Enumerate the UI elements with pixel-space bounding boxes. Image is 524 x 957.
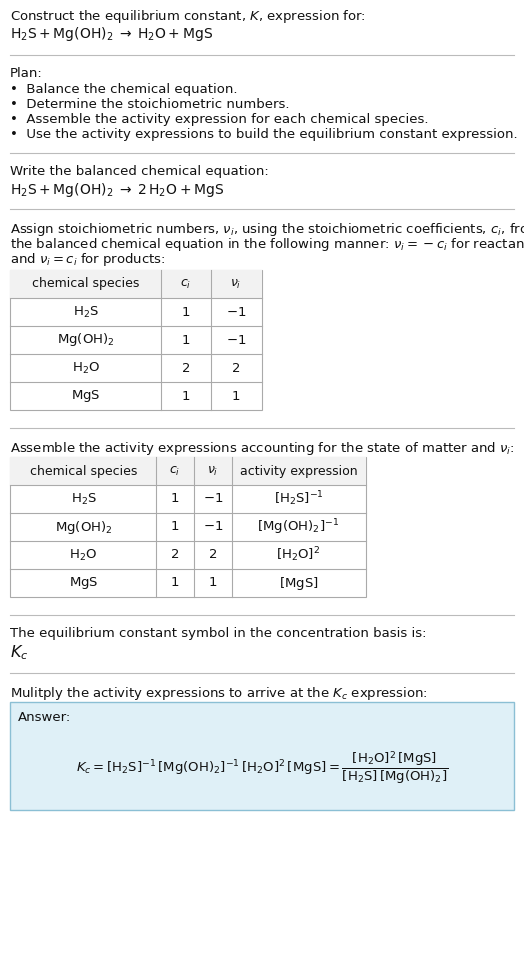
Text: $\mathrm{H_2S}$: $\mathrm{H_2S}$ <box>73 304 99 320</box>
Text: $\mathrm{Mg(OH)_2}$: $\mathrm{Mg(OH)_2}$ <box>54 519 112 536</box>
Text: $\mathrm{H_2S + Mg(OH)_2 \;\rightarrow\; H_2O + MgS}$: $\mathrm{H_2S + Mg(OH)_2 \;\rightarrow\;… <box>10 25 213 43</box>
Text: $\mathrm{MgS}$: $\mathrm{MgS}$ <box>69 575 98 591</box>
Bar <box>10 457 366 485</box>
Text: 1: 1 <box>209 576 217 590</box>
Text: Assign stoichiometric numbers, $\nu_i$, using the stoichiometric coefficients, $: Assign stoichiometric numbers, $\nu_i$, … <box>10 221 524 238</box>
Text: chemical species: chemical species <box>30 464 137 478</box>
Text: $\mathrm{Mg(OH)_2}$: $\mathrm{Mg(OH)_2}$ <box>57 331 115 348</box>
Text: Answer:: Answer: <box>18 711 71 724</box>
Text: $[\mathrm{H_2O}]^{2}$: $[\mathrm{H_2O}]^{2}$ <box>277 545 321 565</box>
Text: Plan:: Plan: <box>10 67 43 80</box>
Text: activity expression: activity expression <box>239 464 357 478</box>
Text: $\mathrm{H_2S}$: $\mathrm{H_2S}$ <box>71 492 96 506</box>
Text: $K_c = [\mathrm{H_2S}]^{-1}\,[\mathrm{Mg(OH)_2}]^{-1}\,[\mathrm{H_2O}]^{2}\,[\ma: $K_c = [\mathrm{H_2S}]^{-1}\,[\mathrm{Mg… <box>76 749 448 787</box>
Text: 2: 2 <box>209 548 217 562</box>
Text: •  Balance the chemical equation.: • Balance the chemical equation. <box>10 83 237 96</box>
Text: the balanced chemical equation in the following manner: $\nu_i = -c_i$ for react: the balanced chemical equation in the fo… <box>10 236 524 253</box>
Text: $[\mathrm{MgS}]$: $[\mathrm{MgS}]$ <box>279 574 318 591</box>
Text: $\mathrm{H_2O}$: $\mathrm{H_2O}$ <box>72 361 100 375</box>
Text: Write the balanced chemical equation:: Write the balanced chemical equation: <box>10 165 269 178</box>
Text: 2: 2 <box>182 362 190 374</box>
Text: The equilibrium constant symbol in the concentration basis is:: The equilibrium constant symbol in the c… <box>10 627 427 640</box>
Text: $c_i$: $c_i$ <box>169 464 181 478</box>
Text: •  Determine the stoichiometric numbers.: • Determine the stoichiometric numbers. <box>10 98 289 111</box>
Text: 1: 1 <box>171 576 179 590</box>
Text: $-1$: $-1$ <box>203 493 223 505</box>
FancyBboxPatch shape <box>10 702 514 810</box>
Text: 1: 1 <box>182 389 190 403</box>
Text: Mulitply the activity expressions to arrive at the $K_c$ expression:: Mulitply the activity expressions to arr… <box>10 685 428 702</box>
Text: $\nu_i$: $\nu_i$ <box>208 464 219 478</box>
Text: •  Assemble the activity expression for each chemical species.: • Assemble the activity expression for e… <box>10 113 429 126</box>
Text: 1: 1 <box>182 333 190 346</box>
Text: $-1$: $-1$ <box>226 305 246 319</box>
Bar <box>10 457 366 597</box>
Text: $-1$: $-1$ <box>226 333 246 346</box>
Text: 1: 1 <box>232 389 240 403</box>
Text: $c_i$: $c_i$ <box>180 278 192 291</box>
Bar <box>10 270 262 298</box>
Text: $\mathrm{H_2S + Mg(OH)_2 \;\rightarrow\; 2\,H_2O + MgS}$: $\mathrm{H_2S + Mg(OH)_2 \;\rightarrow\;… <box>10 181 224 199</box>
Text: 1: 1 <box>171 493 179 505</box>
Text: $K_c$: $K_c$ <box>10 643 28 661</box>
Text: Assemble the activity expressions accounting for the state of matter and $\nu_i$: Assemble the activity expressions accoun… <box>10 440 515 457</box>
Text: $-1$: $-1$ <box>203 521 223 533</box>
Text: $[\mathrm{H_2S}]^{-1}$: $[\mathrm{H_2S}]^{-1}$ <box>274 490 323 508</box>
Text: 1: 1 <box>182 305 190 319</box>
Bar <box>10 270 262 410</box>
Text: Construct the equilibrium constant, $K$, expression for:: Construct the equilibrium constant, $K$,… <box>10 8 366 25</box>
Text: 1: 1 <box>171 521 179 533</box>
Text: $[\mathrm{Mg(OH)_2}]^{-1}$: $[\mathrm{Mg(OH)_2}]^{-1}$ <box>257 517 340 537</box>
Text: and $\nu_i = c_i$ for products:: and $\nu_i = c_i$ for products: <box>10 251 166 268</box>
Text: $\mathrm{MgS}$: $\mathrm{MgS}$ <box>71 388 101 404</box>
Text: chemical species: chemical species <box>32 278 140 291</box>
Text: 2: 2 <box>232 362 240 374</box>
Text: $\mathrm{H_2O}$: $\mathrm{H_2O}$ <box>70 547 97 563</box>
Text: $\nu_i$: $\nu_i$ <box>231 278 242 291</box>
Text: 2: 2 <box>171 548 179 562</box>
Text: •  Use the activity expressions to build the equilibrium constant expression.: • Use the activity expressions to build … <box>10 128 518 141</box>
